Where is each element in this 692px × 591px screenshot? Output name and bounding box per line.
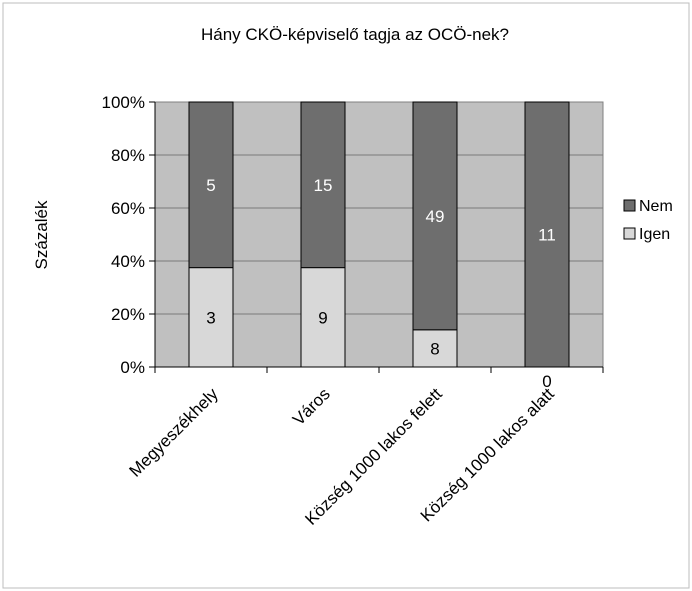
- chart-title: Hány CKÖ-képviselő tagja az OCÖ-nek?: [201, 25, 509, 44]
- bar-nem: [300, 101, 346, 269]
- y-tick-label: 20%: [111, 305, 145, 324]
- bar-igen: [300, 267, 346, 368]
- y-tick-label: 40%: [111, 252, 145, 271]
- bar-igen: [188, 267, 234, 368]
- bar-igen: [412, 329, 458, 368]
- y-tick-label: 100%: [102, 93, 145, 112]
- legend-label-igen: Igen: [639, 226, 670, 243]
- y-tick-label: 60%: [111, 199, 145, 218]
- legend-label-nem: Nem: [639, 198, 673, 215]
- legend: Nem Igen: [623, 198, 673, 243]
- data-label-nem: 5: [206, 176, 215, 195]
- data-label-igen: 0: [542, 372, 551, 391]
- data-label-nem: 11: [538, 226, 556, 245]
- bar-nem: [188, 101, 234, 269]
- data-label-igen: 9: [318, 308, 327, 327]
- data-label-nem: 49: [426, 207, 445, 226]
- y-tick-label: 0%: [120, 358, 145, 377]
- data-label-nem: 15: [314, 176, 333, 195]
- data-label-igen: 3: [206, 308, 215, 327]
- bar-nem: [524, 101, 570, 368]
- legend-swatch-nem: [623, 199, 636, 212]
- bar-nem: [412, 101, 458, 331]
- legend-swatch-igen: [623, 227, 636, 240]
- data-label-igen: 8: [430, 339, 439, 358]
- y-tick-label: 80%: [111, 146, 145, 165]
- y-axis-label: Százalék: [32, 200, 51, 269]
